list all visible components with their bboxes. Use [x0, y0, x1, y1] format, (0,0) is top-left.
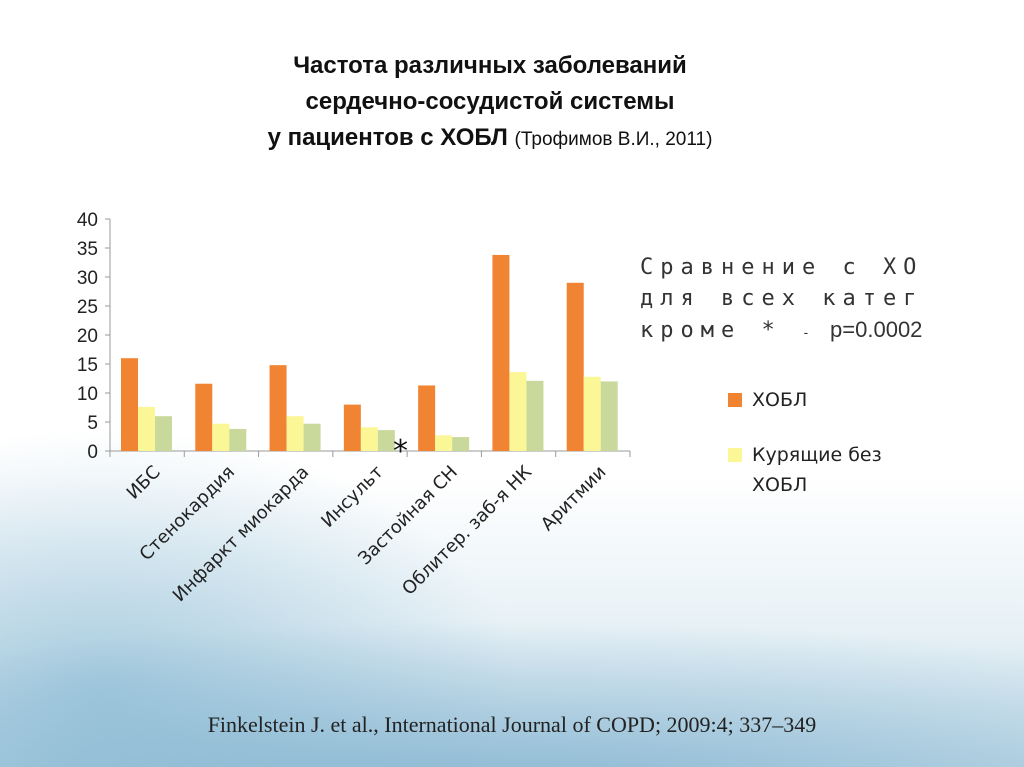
bar-2-1: [286, 416, 304, 451]
chart-bars: [121, 254, 618, 451]
bar-1-2: [229, 428, 247, 451]
bar-2-2: [303, 423, 321, 451]
category-label-0: ИБС: [123, 462, 165, 504]
title-line-2: сердечно-сосудистой системы: [305, 88, 675, 115]
bar-5-2: [526, 380, 544, 451]
bar-0-1: [138, 406, 155, 451]
title-citation: (Трофимов В.И., 2011): [514, 129, 713, 150]
bar-3-0: [343, 404, 361, 451]
y-tick-label: 20: [77, 326, 98, 347]
title-line-3: у пациентов с ХОБЛ (Трофимов В.И., 2011): [170, 120, 810, 158]
note-line-2: для всех катег: [640, 286, 924, 311]
source-citation: Finkelstein J. et al., International Jou…: [207, 712, 817, 737]
legend-item-smokers: Курящие без ХОБЛ: [728, 440, 882, 500]
legend-label-copd-line1: ХОБЛ: [752, 389, 808, 411]
category-label-6: Аритмии: [537, 462, 610, 535]
legend-label-smokers-line1: Курящие без: [752, 444, 882, 466]
bar-6-1: [583, 376, 601, 451]
legend-item-copd: ХОБЛ: [728, 385, 807, 415]
y-tick-label: 35: [77, 239, 98, 260]
y-tick-label: 30: [77, 268, 98, 289]
bar-6-2: [600, 381, 618, 451]
bar-0-0: [121, 358, 138, 451]
bar-0-2: [155, 416, 172, 451]
bar-1-0: [195, 383, 213, 451]
note-p-value: p=0.0002: [830, 317, 923, 342]
legend-label-smokers-line2: ХОБЛ: [752, 474, 808, 496]
bar-4-2: [452, 437, 470, 451]
legend-swatch-smokers: [728, 448, 742, 462]
y-tick-label: 0: [87, 442, 98, 463]
legend-label-copd: ХОБЛ: [752, 385, 807, 415]
note-line-1: Сравнение с ХО: [640, 255, 924, 280]
bar-4-1: [435, 435, 453, 451]
title-line-1: Частота различных заболеваний: [293, 52, 687, 79]
note-dash: -: [801, 326, 810, 341]
bar-4-0: [418, 385, 436, 451]
y-tick-label: 10: [77, 384, 98, 405]
bar-6-0: [566, 282, 584, 451]
y-tick-label: 40: [77, 210, 98, 231]
legend-label-smokers: Курящие без ХОБЛ: [752, 440, 882, 500]
bar-1-1: [212, 423, 230, 451]
significance-star: *: [393, 434, 408, 469]
bar-2-0: [269, 365, 287, 451]
note-line-3-start: кроме *: [640, 318, 782, 343]
title-line-3-main: у пациентов с ХОБЛ: [267, 124, 508, 151]
bar-5-1: [509, 372, 527, 451]
note-line-3: кроме * - p=0.0002: [640, 314, 923, 349]
bar-5-0: [492, 254, 510, 451]
y-tick-label: 15: [77, 355, 98, 376]
bar-3-1: [360, 427, 378, 451]
category-label-5: Облитер. заб-я НК: [398, 462, 536, 600]
chart-title: Частота различных заболеваний сердечно-с…: [170, 48, 810, 158]
comparison-note: Сравнение с ХО для всех катег кроме * - …: [640, 252, 923, 349]
y-tick-label: 25: [77, 297, 98, 318]
y-tick-label: 5: [87, 413, 98, 434]
legend-swatch-copd: [728, 393, 742, 407]
category-label-2: Инфаркт миокарда: [169, 462, 313, 606]
category-label-3: Инсульт: [317, 462, 387, 532]
bar-3-2: [377, 430, 395, 451]
